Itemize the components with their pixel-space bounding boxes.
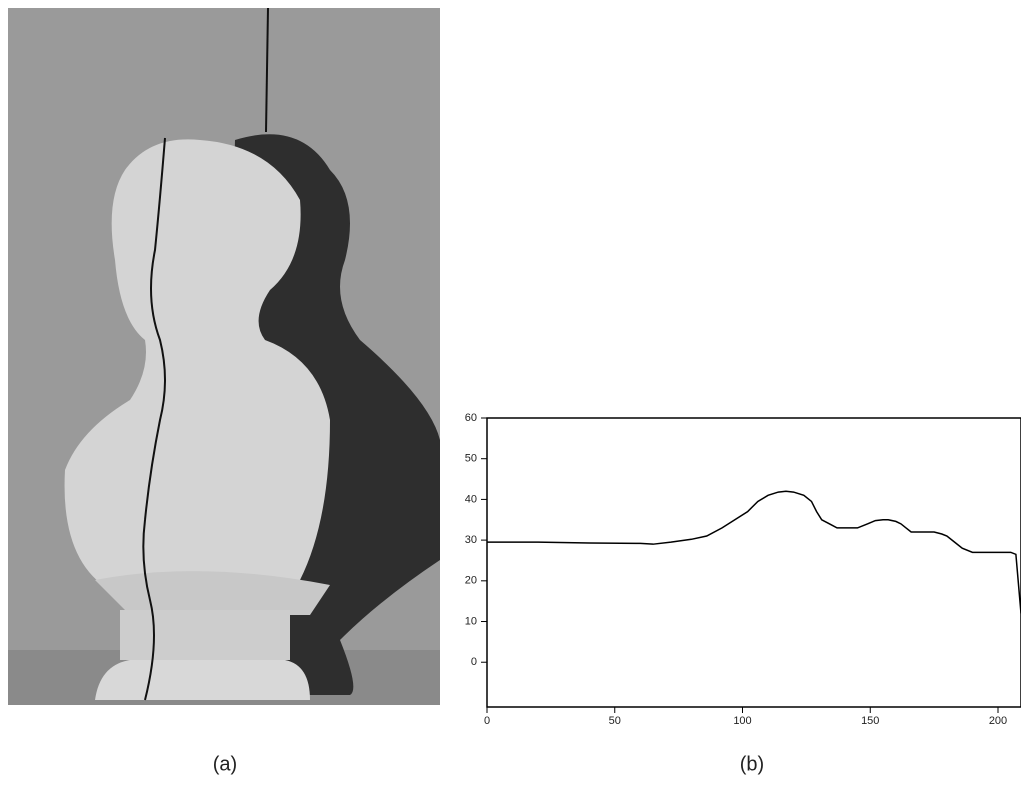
y-tick-label: 10 (465, 615, 477, 627)
x-tick-label: 200 (989, 715, 1007, 727)
x-tick-label: 100 (733, 715, 751, 727)
x-tick-label: 50 (609, 715, 621, 727)
data-line (487, 490, 1021, 614)
caption: (b) (740, 753, 764, 775)
x-tick-label: 0 (484, 715, 490, 727)
y-tick-label: 60 (465, 412, 477, 424)
y-tick-label: 50 (465, 453, 477, 465)
caption: (a) (213, 753, 237, 775)
x-tick-label: 150 (861, 715, 879, 727)
line-chart: 0 10 20 30 40 50 60 0 50 100 150 200 (465, 412, 1021, 727)
y-tick-label: 0 (471, 656, 477, 668)
y-tick-label: 40 (465, 493, 477, 505)
y-tick-label: 30 (465, 534, 477, 546)
photo (8, 7, 440, 705)
plot-frame (486, 417, 1021, 708)
y-tick-label: 20 (465, 575, 477, 587)
